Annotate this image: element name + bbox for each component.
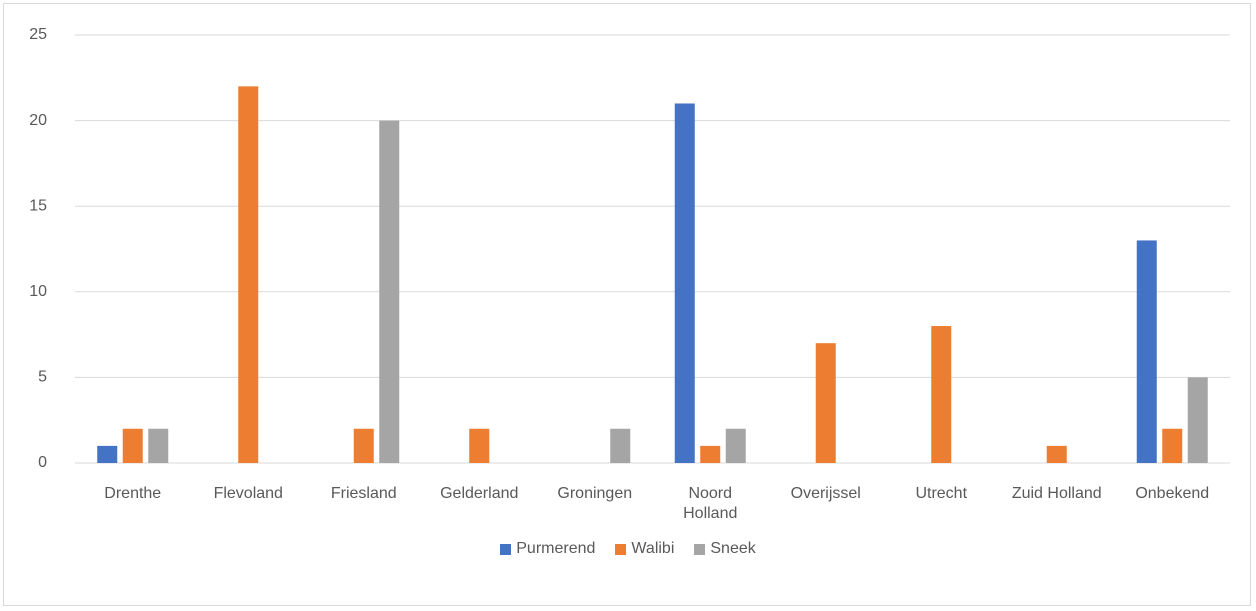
x-tick-label: Noord Holland (683, 485, 738, 522)
y-tick-label: 15 (29, 197, 47, 214)
y-tick-label: 5 (38, 369, 47, 386)
legend-swatch (500, 543, 512, 555)
legend-label: Sneek (710, 540, 756, 557)
bar (1187, 377, 1208, 463)
x-tick-label: Gelderland (440, 485, 519, 502)
x-tick-label: Utrecht (915, 485, 968, 502)
bar (122, 428, 143, 463)
x-tick-label: Groningen (557, 485, 633, 502)
bar (469, 428, 490, 463)
y-tick-label: 0 (38, 454, 47, 471)
bar (148, 428, 169, 463)
bar (610, 428, 631, 463)
bar (815, 343, 836, 463)
bar (1046, 445, 1067, 463)
bar (97, 445, 118, 463)
bar (725, 428, 746, 463)
y-tick-label: 25 (29, 26, 47, 43)
x-tick-label: Onbekend (1135, 485, 1210, 502)
bar (700, 445, 721, 463)
legend-label: Purmerend (516, 540, 596, 557)
legend-label: Walibi (631, 540, 675, 557)
bar (1136, 240, 1157, 463)
legend-item: Purmerend (500, 540, 595, 558)
x-tick-label: Friesland (330, 485, 397, 502)
legend-swatch (694, 543, 706, 555)
x-tick-label: Drenthe (104, 485, 162, 502)
legend-item: Sneek (694, 540, 756, 558)
x-tick-label: Overijssel (790, 485, 861, 502)
bar (674, 103, 695, 463)
bar (1162, 428, 1183, 463)
x-tick-label: Zuid Holland (1011, 485, 1102, 502)
chart-border (3, 3, 1251, 606)
bar (931, 326, 952, 463)
y-tick-label: 20 (29, 112, 47, 129)
y-tick-label: 10 (29, 283, 47, 300)
legend: Purmerend Walibi Sneek (0, 540, 1256, 558)
legend-item: Walibi (615, 540, 674, 558)
bar (379, 120, 400, 463)
legend-swatch (615, 543, 627, 555)
x-tick-label: Flevoland (213, 485, 283, 502)
bar (353, 428, 374, 463)
bar (238, 86, 259, 464)
